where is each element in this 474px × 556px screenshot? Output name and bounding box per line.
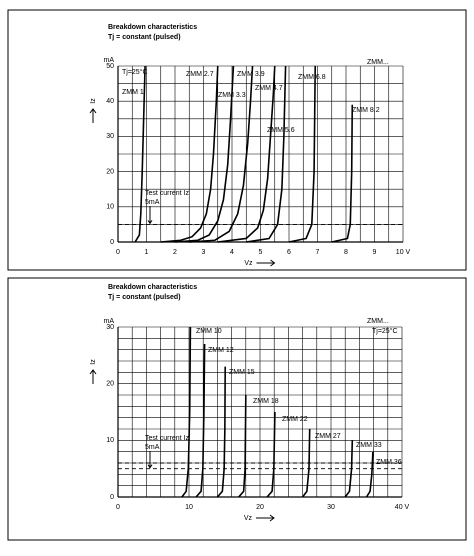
x-tick-label: 6 — [287, 249, 291, 256]
y-tick-label: 10 — [106, 204, 114, 211]
curve — [365, 451, 374, 498]
x-tick-label: 20 — [256, 504, 264, 511]
curve — [134, 65, 146, 243]
panel — [7, 277, 467, 541]
x-tick-label: 1 — [145, 249, 149, 256]
y-axis-label: Iz — [90, 98, 97, 104]
y-tick-label: 40 — [106, 98, 114, 105]
y-tick-label: 30 — [106, 133, 114, 140]
y-tick-label: 50 — [106, 63, 114, 70]
y-tick-label: 10 — [106, 437, 114, 444]
curve — [344, 440, 354, 498]
curve-label: ZMM 22 — [282, 416, 308, 423]
curve-label: ZMM 15 — [229, 369, 255, 376]
y-tick-label: 20 — [106, 381, 114, 388]
curve-label: ZMM 10 — [196, 328, 222, 335]
x-tick-label: 30 — [327, 504, 335, 511]
curve-label: ZMM 3.3 — [218, 92, 246, 99]
family-label: ZMM... — [367, 318, 389, 325]
chart-subtitle: Tj = constant (pulsed) — [108, 34, 181, 41]
x-tick-label: 3 — [202, 249, 206, 256]
arrow — [89, 369, 97, 384]
x-tick-label: 10 — [185, 504, 193, 511]
x-axis-label: Vz — [244, 515, 253, 522]
curve — [160, 65, 219, 243]
curve-label: ZMM 6.8 — [298, 74, 326, 81]
x-tick-label: 9 — [373, 249, 377, 256]
test-current-label: Test current Iz — [145, 190, 189, 197]
curve — [238, 394, 247, 498]
curve — [331, 104, 354, 243]
curve — [266, 411, 276, 498]
arrow — [89, 108, 97, 123]
y-tick-label: 20 — [106, 168, 114, 175]
x-tick-label: 4 — [230, 249, 234, 256]
arrow — [147, 451, 153, 469]
curve-label: ZMM 8.2 — [352, 107, 380, 114]
annotation: Tj=25°C — [372, 327, 398, 335]
test-current-label: Test current Iz — [145, 435, 189, 442]
y-axis-label: Iz — [90, 359, 97, 365]
curve-label: ZMM 4.7 — [255, 85, 283, 92]
curve — [195, 343, 206, 498]
chart-title: Breakdown characteristics — [108, 24, 197, 31]
curve — [288, 65, 317, 243]
x-tick-label: 0 — [116, 504, 120, 511]
curve — [181, 326, 192, 498]
annotation: Tj=25°C — [122, 68, 148, 76]
x-tick-label: 0 — [116, 249, 120, 256]
curve-label: ZMM 18 — [253, 398, 279, 405]
x-tick-label: 2 — [173, 249, 177, 256]
curve — [189, 65, 254, 243]
panel — [7, 9, 467, 271]
x-tick-label: 5 — [259, 249, 263, 256]
test-current-label: 5mA — [145, 444, 160, 451]
curve-label: ZMM 2.7 — [186, 71, 214, 78]
y-tick-label: 0 — [110, 239, 114, 246]
x-tick-label: 8 — [344, 249, 348, 256]
curve — [246, 65, 287, 243]
y-unit: mA — [104, 57, 115, 64]
arrow — [256, 259, 276, 267]
x-tick-label: 10 V — [396, 249, 411, 256]
curve-label: ZMM 36 — [376, 459, 402, 466]
y-tick-label: 0 — [110, 494, 114, 501]
arrow — [256, 514, 275, 522]
x-tick-label: 7 — [316, 249, 320, 256]
x-axis-label: Vz — [244, 260, 253, 267]
curve-label: ZMM 3.9 — [237, 71, 265, 78]
curve-label: ZMM 5.6 — [267, 127, 295, 134]
arrow — [147, 206, 153, 225]
family-label: ZMM... — [367, 59, 389, 66]
curve — [174, 65, 235, 243]
chart-subtitle: Tj = constant (pulsed) — [108, 294, 181, 301]
curve — [217, 65, 276, 243]
y-tick-label: 30 — [106, 324, 114, 331]
chart-title: Breakdown characteristics — [108, 284, 197, 291]
test-current-label: 5mA — [145, 199, 160, 206]
curve-label: ZMM 33 — [356, 442, 382, 449]
curve — [301, 428, 311, 498]
y-unit: mA — [104, 318, 115, 325]
curve-label: ZMM 12 — [208, 347, 234, 354]
curve-label: ZMM 27 — [315, 433, 341, 440]
curve — [216, 366, 227, 498]
curve-label: ZMM 1 — [122, 89, 144, 96]
x-tick-label: 40 V — [395, 504, 410, 511]
